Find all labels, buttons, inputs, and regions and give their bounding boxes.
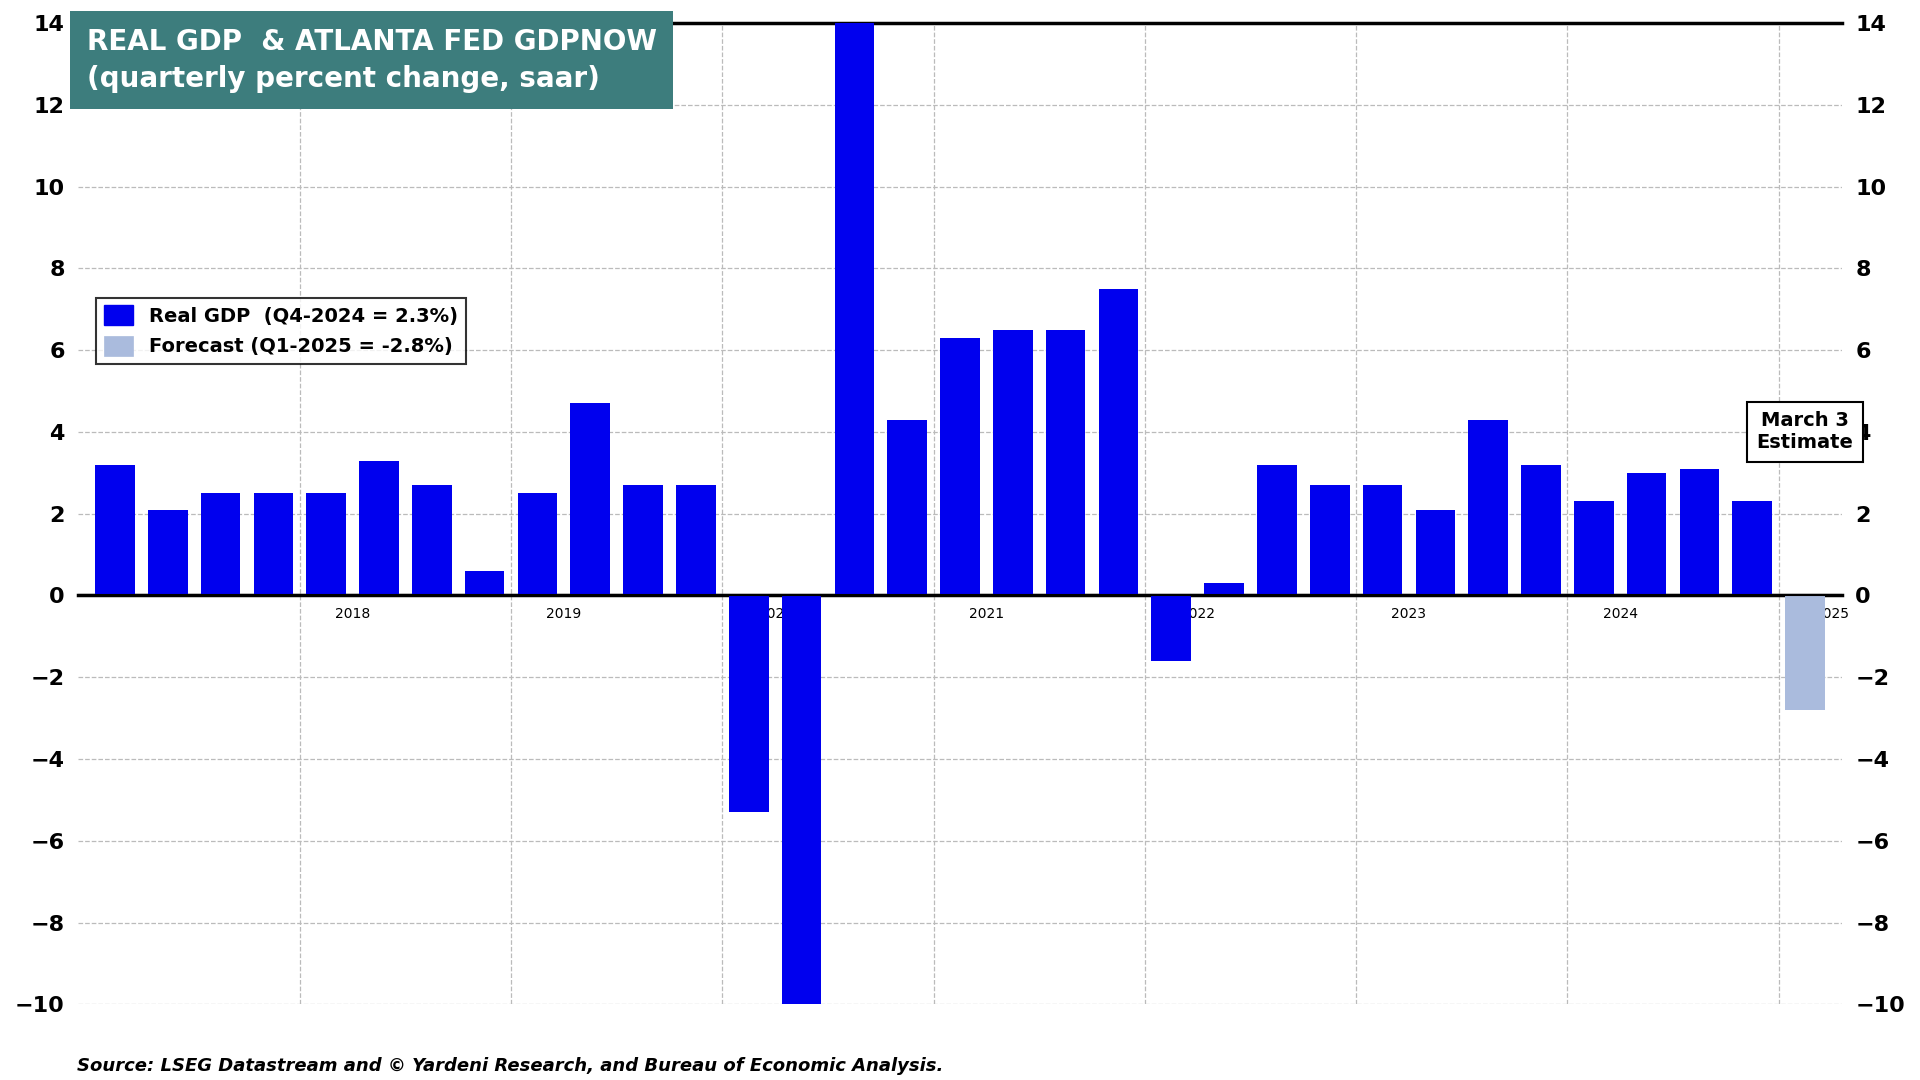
Bar: [1046, 329, 1085, 595]
Legend: Real GDP  (Q4-2024 = 2.3%), Forecast (Q1-2025 = -2.8%): Real GDP (Q4-2024 = 2.3%), Forecast (Q1-…: [96, 298, 467, 364]
Bar: [465, 571, 505, 595]
Bar: [570, 403, 611, 595]
Bar: [359, 460, 399, 595]
Bar: [835, 0, 874, 595]
Bar: [96, 464, 134, 595]
Bar: [730, 595, 768, 812]
Bar: [1204, 583, 1244, 595]
Bar: [676, 485, 716, 595]
Bar: [1258, 464, 1296, 595]
Bar: [941, 338, 979, 595]
Bar: [148, 510, 188, 595]
Bar: [518, 494, 557, 595]
Bar: [1786, 595, 1824, 710]
Bar: [1680, 469, 1718, 595]
Bar: [1626, 473, 1667, 595]
Bar: [1098, 288, 1139, 595]
Bar: [887, 420, 927, 595]
Bar: [1732, 501, 1772, 595]
Bar: [202, 494, 240, 595]
Bar: [781, 595, 822, 1080]
Bar: [253, 494, 294, 595]
Bar: [413, 485, 451, 595]
Text: Source: LSEG Datastream and © Yardeni Research, and Bureau of Economic Analysis.: Source: LSEG Datastream and © Yardeni Re…: [77, 1056, 943, 1075]
Bar: [1469, 420, 1507, 595]
Bar: [1363, 485, 1402, 595]
Bar: [1152, 595, 1190, 661]
Bar: [307, 494, 346, 595]
Bar: [993, 329, 1033, 595]
Bar: [1574, 501, 1613, 595]
Bar: [1309, 485, 1350, 595]
Bar: [1415, 510, 1455, 595]
Bar: [624, 485, 662, 595]
Bar: [1521, 464, 1561, 595]
Text: March 3
Estimate: March 3 Estimate: [1757, 411, 1853, 453]
Text: REAL GDP  & ATLANTA FED GDPNOW
(quarterly percent change, saar): REAL GDP & ATLANTA FED GDPNOW (quarterly…: [86, 28, 657, 93]
